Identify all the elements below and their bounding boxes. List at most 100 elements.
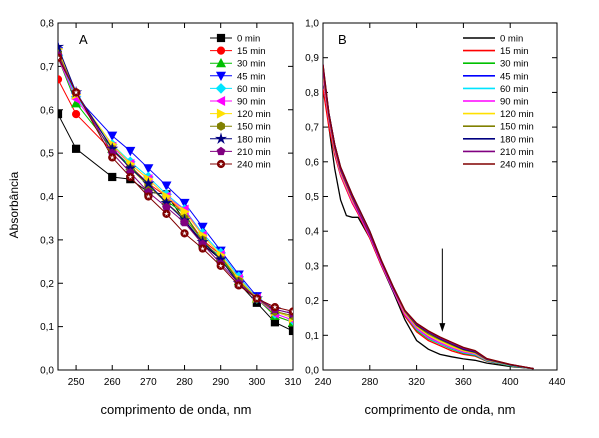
- y-tick-label: 0,9: [305, 53, 319, 64]
- legend-label: 210 min: [237, 147, 271, 158]
- y-tick-label: 1,0: [305, 19, 319, 30]
- x-tick-label: 440: [549, 377, 566, 388]
- legend-marker: [215, 71, 227, 82]
- data-point: [234, 281, 243, 290]
- y-tick-label: 0,3: [40, 235, 54, 246]
- legend-label: 120 min: [237, 109, 271, 120]
- data-point: [144, 192, 153, 201]
- y-tick-label: 0,1: [40, 322, 54, 333]
- data-point: [58, 53, 63, 62]
- legend-marker: [216, 33, 226, 43]
- data-point: [125, 146, 136, 157]
- data-point: [71, 88, 81, 97]
- data-point: [71, 144, 81, 153]
- x-tick-label: 240: [315, 377, 332, 388]
- y-tick-label: 0,6: [40, 105, 54, 116]
- data-point: [58, 40, 65, 53]
- legend-marker: [216, 46, 226, 55]
- legend-marker: [215, 95, 226, 107]
- legend-label: 60 min: [237, 84, 266, 95]
- legend-label: 90 min: [500, 97, 529, 108]
- y-tick-label: 0,7: [40, 62, 54, 73]
- y-tick-label: 0,4: [305, 227, 319, 238]
- x-tick-label: 290: [212, 377, 229, 388]
- panel-b-chart: comprimento de onda, nm B 240 280 320 360 40…: [305, 19, 566, 418]
- series-line: [323, 78, 534, 370]
- y-tick-label: 0,2: [305, 296, 319, 307]
- data-point: [107, 131, 118, 142]
- legend-marker: [216, 159, 226, 169]
- panel-a-label: A: [79, 32, 88, 47]
- legend-label: 30 min: [500, 59, 529, 70]
- legend-marker: [214, 132, 228, 144]
- y-tick-label: 0,0: [305, 366, 319, 377]
- legend-label: 90 min: [237, 97, 266, 108]
- x-tick-label: 320: [408, 377, 425, 388]
- x-tick-label: 250: [68, 377, 85, 388]
- legend-marker: [216, 146, 226, 156]
- data-point: [197, 222, 208, 233]
- panel-b-label: B: [338, 32, 347, 47]
- series-line: [323, 64, 534, 370]
- legend-label: 180 min: [237, 134, 271, 145]
- legend-marker: [215, 57, 227, 68]
- data-point: [108, 153, 117, 162]
- data-point: [252, 294, 261, 303]
- data-point: [180, 206, 190, 217]
- panel-a-xlabel: comprimento de onda, nm: [100, 402, 251, 417]
- data-point: [180, 229, 189, 238]
- legend-label: 45 min: [500, 71, 529, 82]
- legend-label: 0 min: [500, 34, 523, 45]
- legend-label: 120 min: [500, 109, 534, 120]
- y-tick-label: 0,6: [305, 157, 319, 168]
- data-point: [58, 109, 63, 119]
- legend-marker: [216, 108, 227, 119]
- data-point: [126, 172, 135, 182]
- legend-label: 180 min: [500, 134, 534, 145]
- y-tick-label: 0,5: [40, 149, 54, 160]
- data-point: [71, 109, 81, 119]
- legend-label: 60 min: [500, 84, 529, 95]
- series-line: [58, 55, 293, 321]
- y-tick-label: 0,4: [40, 192, 54, 203]
- data-point: [180, 217, 189, 227]
- y-tick-label: 0,0: [40, 366, 54, 377]
- data-point: [288, 307, 293, 316]
- legend-label: 150 min: [500, 122, 534, 133]
- legend-label: 0 min: [237, 34, 260, 45]
- panel-a-chart: Absorbância comprimento de onda, nm A 25…: [7, 19, 302, 418]
- down-arrow: [439, 248, 446, 332]
- data-point: [142, 177, 155, 189]
- legend-label: 210 min: [500, 147, 534, 158]
- plot-area: [58, 40, 293, 336]
- legend-label: 45 min: [237, 71, 266, 82]
- plot-area: [323, 64, 534, 370]
- data-point: [71, 97, 82, 108]
- legend-label: 240 min: [237, 160, 271, 171]
- legend-label: 15 min: [500, 46, 529, 57]
- legend-marker: [215, 83, 227, 94]
- x-tick-label: 360: [455, 377, 472, 388]
- data-point: [161, 181, 172, 191]
- data-point: [108, 172, 117, 182]
- x-tick-label: 400: [502, 377, 519, 388]
- data-point: [270, 303, 280, 312]
- legend-marker: [217, 121, 225, 131]
- data-point: [58, 75, 63, 84]
- series-line: [323, 64, 534, 370]
- data-point: [179, 198, 190, 209]
- data-point: [162, 209, 171, 218]
- x-tick-label: 300: [249, 377, 266, 388]
- data-point: [288, 326, 293, 336]
- legend-label: 240 min: [500, 160, 534, 171]
- y-tick-label: 0,3: [305, 261, 319, 272]
- y-tick-label: 0,8: [40, 19, 54, 30]
- x-tick-label: 280: [361, 377, 378, 388]
- legend-label: 30 min: [237, 59, 266, 70]
- legend-label: 150 min: [237, 122, 271, 133]
- data-point: [198, 244, 207, 253]
- y-tick-label: 0,8: [305, 88, 319, 99]
